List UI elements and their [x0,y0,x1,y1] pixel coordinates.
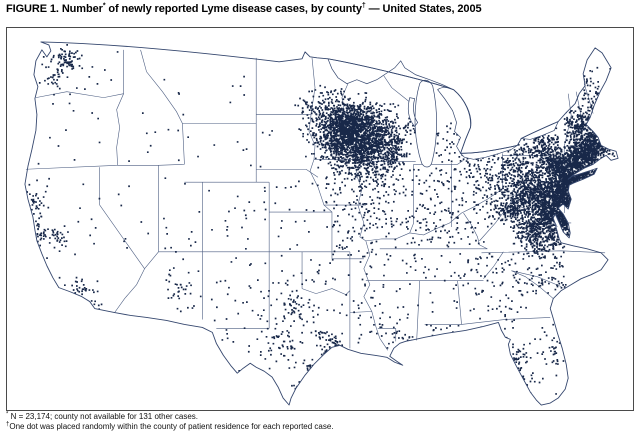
footnote-n: * N = 23,174; county not available for 1… [6,411,636,422]
figure-title: FIGURE 1. Number* of newly reported Lyme… [6,2,636,15]
footnote-dot-text: One dot was placed randomly within the c… [9,421,334,431]
title-asterisk-marker: * [102,2,106,10]
figure-title-text: FIGURE 1. Number [6,3,103,15]
title-dagger-marker: † [361,2,366,10]
figure-title-text: — United States, 2005 [365,3,482,15]
us-landmass [24,41,619,406]
case-dots-layer [24,44,618,396]
us-outline [24,41,619,406]
case-dots [24,44,618,396]
footnote-asterisk-marker: * [6,411,9,418]
state-borders [25,49,606,351]
footnote-dagger-marker: † [6,420,10,427]
us-lyme-dot-map [24,41,619,406]
footnotes: * N = 23,174; county not available for 1… [6,411,636,432]
map-frame [6,27,634,411]
figure-title-text: of newly reported Lyme disease cases, by… [105,3,362,15]
footnote-dot: †One dot was placed randomly within the … [6,420,636,432]
footnote-n-text: N = 23,174; county not available for 131… [10,412,199,421]
state-borders-west [25,49,351,329]
